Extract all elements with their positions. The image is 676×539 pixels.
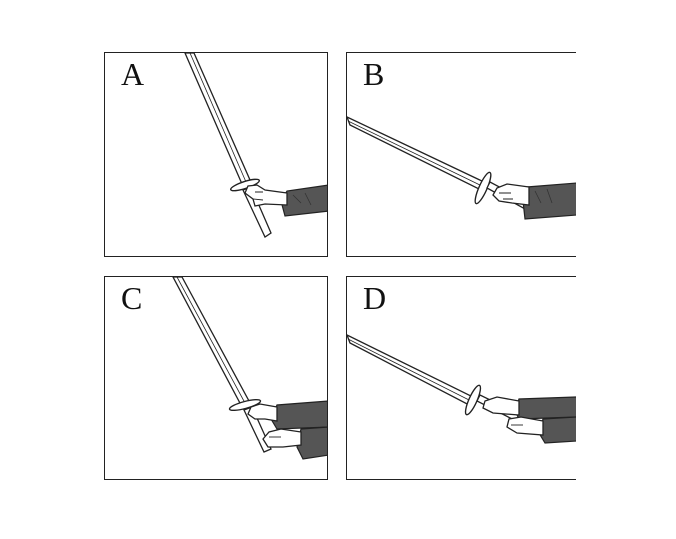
panel-label: D (363, 280, 387, 316)
panel-label: C (121, 280, 143, 316)
panel-c[interactable]: C (104, 276, 328, 480)
panel-label: B (363, 56, 385, 92)
panel-b[interactable]: B (346, 52, 576, 257)
sword-grip-illustration-a (184, 53, 327, 238)
panel-label: A (121, 56, 145, 92)
sword-grip-illustration-d (347, 334, 576, 444)
sword-grip-illustration-b (347, 116, 576, 220)
panel-d[interactable]: D (346, 276, 576, 480)
panel-a[interactable]: A (104, 52, 328, 257)
sword-grip-illustration-c (172, 277, 327, 460)
